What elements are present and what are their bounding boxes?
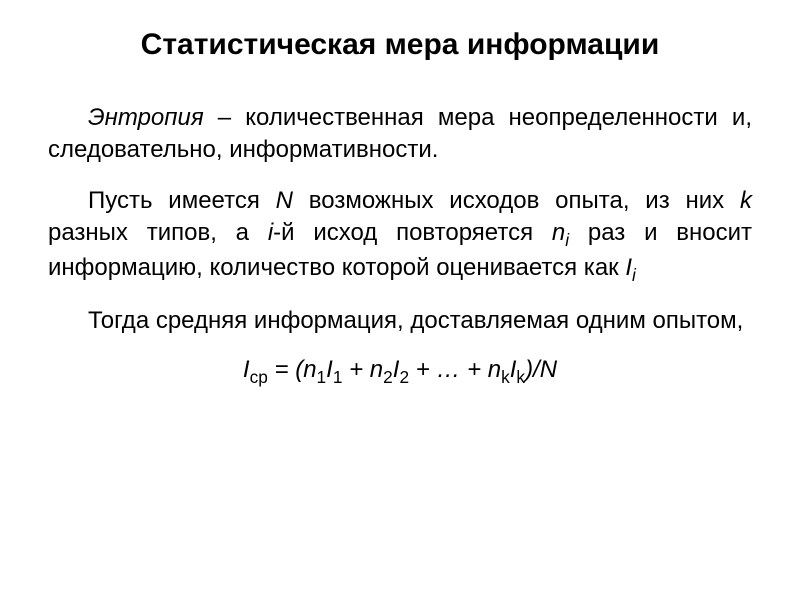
p2-text-d: -й исход повторяется [273, 219, 552, 246]
f-plus2: + … + [409, 356, 488, 383]
f-I1-sub: 1 [333, 367, 343, 387]
conclusion-paragraph: Тогда средняя информация, доставляемая о… [48, 305, 752, 337]
f-close: )/ [525, 356, 540, 383]
definition-paragraph: Энтропия – количественная мера неопредел… [48, 102, 752, 167]
slide-container: Статистическая мера информации Энтропия … [0, 0, 800, 600]
var-k: k [740, 187, 752, 214]
f-nk: n [488, 356, 501, 383]
entropy-term: Энтропия [88, 104, 204, 131]
formula: Iср = (n1I1 + n2I2 + … + nkIk)/N [48, 356, 752, 388]
f-n1-sub: 1 [317, 367, 327, 387]
p2-text-a: Пусть имеется [88, 187, 276, 214]
var-N: N [276, 187, 293, 214]
p2-text-c: разных типов, а [48, 219, 268, 246]
var-Ii-sub: i [632, 265, 636, 285]
f-eq: = ( [268, 356, 303, 383]
p3-text: Тогда средняя информация, доставляемая о… [88, 307, 743, 334]
f-n1: n [303, 356, 316, 383]
slide-title: Статистическая мера информации [48, 28, 752, 62]
var-ni: n [552, 219, 565, 246]
setup-paragraph: Пусть имеется N возможных исходов опыта,… [48, 185, 752, 288]
f-n2-sub: 2 [383, 367, 393, 387]
f-plus1: + [342, 356, 369, 383]
f-N: N [540, 356, 557, 383]
f-Ik-sub: k [516, 367, 525, 387]
f-I2-sub: 2 [399, 367, 409, 387]
f-cp-sub: ср [250, 367, 268, 387]
f-Icp: I [243, 356, 250, 383]
f-n2: n [370, 356, 383, 383]
p2-text-b: возможных исходов опыта, из них [293, 187, 740, 214]
f-I1: I [326, 356, 333, 383]
f-nk-sub: k [501, 367, 510, 387]
